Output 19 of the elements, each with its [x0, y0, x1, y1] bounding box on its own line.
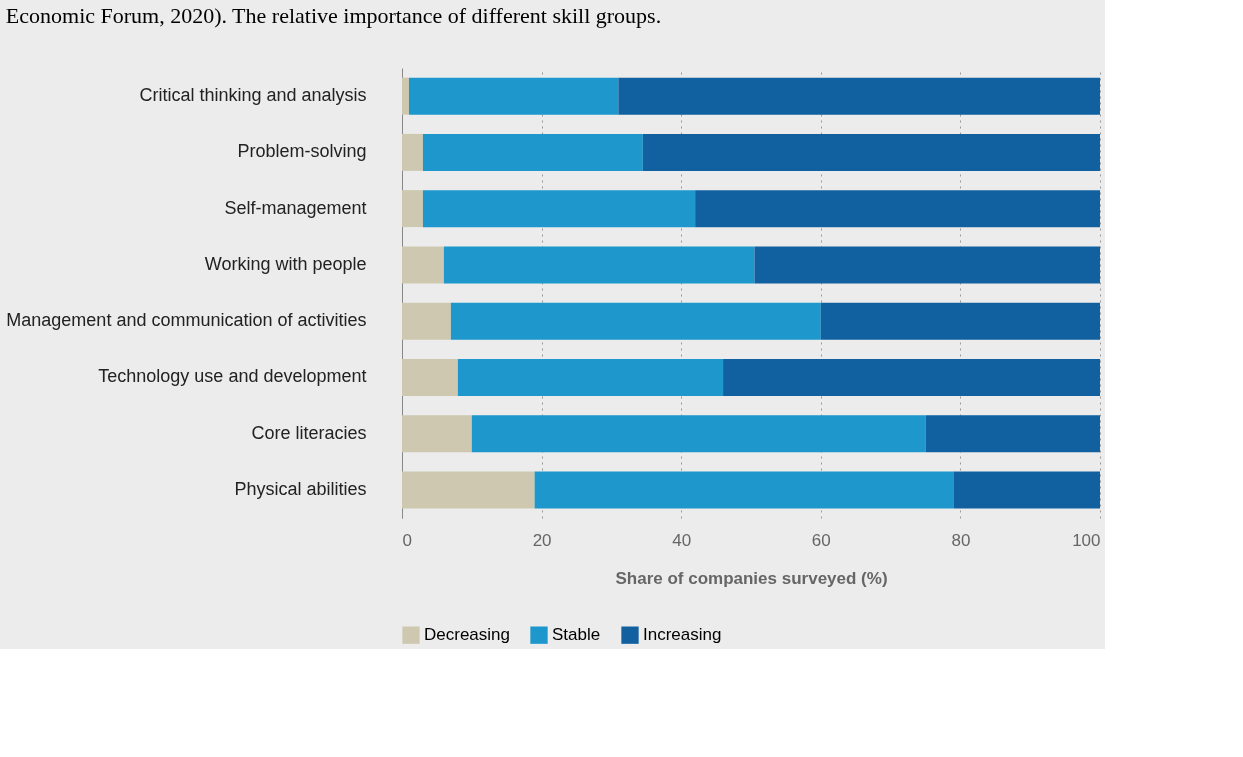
x-tick-label: 0 [402, 530, 412, 550]
text: Economic Forum, 2020). The relative importance of different skill groups. [5, 3, 662, 28]
x-tick-label: 100 [1072, 530, 1101, 550]
legend-label: Stable [552, 625, 601, 645]
x-axis-title: Share of companies surveyed (%) [615, 568, 888, 588]
x-tick-label: 80 [951, 530, 971, 550]
y-tick-label: Working with people [204, 253, 367, 274]
y-tick-label: Physical abilities [234, 478, 367, 499]
y-tick-label: Core literacies [251, 422, 367, 443]
legend-label: Increasing [643, 625, 722, 645]
x-tick-label: 60 [811, 530, 831, 550]
y-tick-label: Problem-solving [237, 141, 367, 162]
y-tick-label: Critical thinking and analysis [139, 85, 367, 106]
y-tick-label: Technology use and development [98, 366, 367, 387]
x-tick-label: 40 [672, 530, 692, 550]
legend-label: Decreasing [424, 625, 510, 645]
y-tick-label: Management and communication of activities [6, 310, 367, 331]
y-tick-label: Self-management [224, 197, 367, 218]
x-tick-label: 20 [532, 530, 552, 550]
